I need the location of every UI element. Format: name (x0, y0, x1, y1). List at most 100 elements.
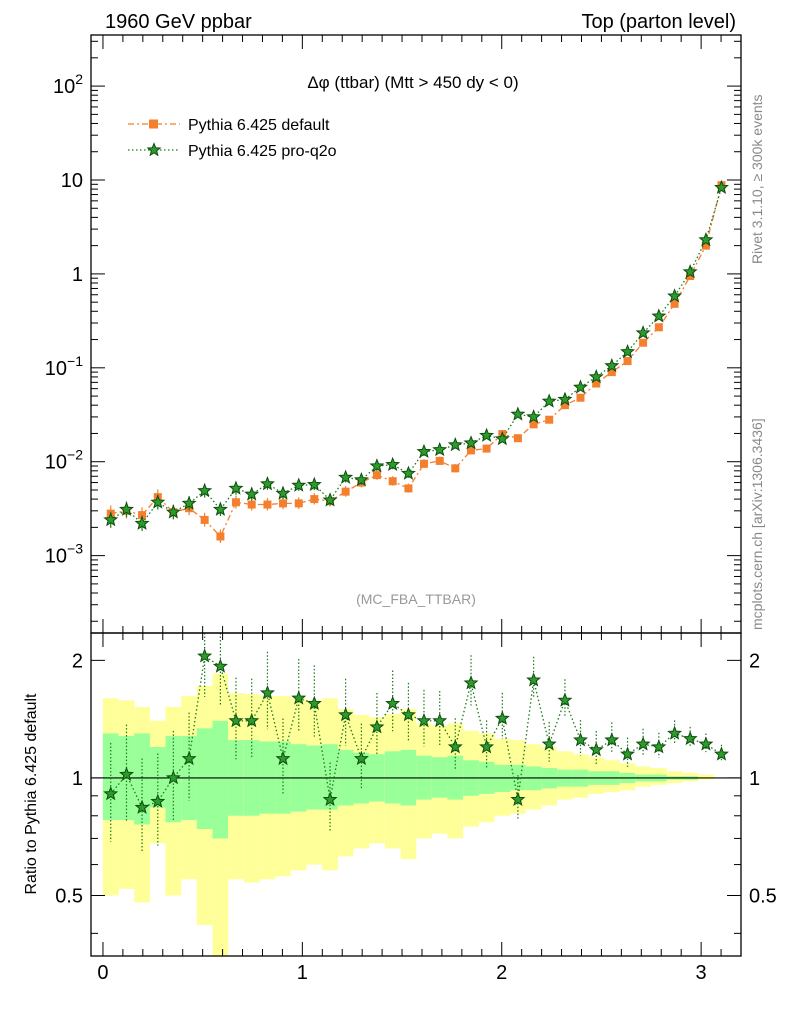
ratio-point (463, 675, 479, 690)
data-point-proq2o (165, 504, 181, 519)
data-point-default (654, 323, 663, 332)
legend-entry-proq2o: Pythia 6.425 pro-q2o (128, 142, 337, 160)
data-point-default (372, 471, 381, 480)
data-point-proq2o (447, 437, 463, 452)
data-point-proq2o (103, 512, 119, 527)
data-point-default (419, 459, 428, 468)
y-tick-label: 10−1 (45, 353, 83, 380)
data-point-proq2o (181, 495, 197, 510)
data-point-proq2o (432, 441, 448, 457)
data-point-default (686, 271, 695, 280)
plot-title: Δφ (ttbar) (Mtt > 450 dy < 0) (307, 73, 518, 92)
band-green-bin (149, 747, 166, 808)
data-point-default (216, 532, 225, 541)
data-point-default (310, 495, 319, 504)
ratio-point (557, 692, 573, 707)
data-point-default (279, 499, 288, 508)
data-point-default (247, 500, 256, 509)
ratio-curves (103, 633, 729, 853)
data-point-proq2o (479, 427, 495, 442)
data-point-proq2o (494, 431, 510, 446)
ratio-point (275, 750, 291, 766)
data-point-default (451, 464, 460, 473)
ratio-point (682, 730, 698, 746)
data-point-proq2o (667, 288, 683, 303)
data-point-proq2o (212, 501, 228, 516)
data-point-proq2o (620, 343, 636, 359)
analysis-watermark: (MC_FBA_TTBAR) (356, 591, 476, 607)
data-point-default (576, 393, 585, 402)
data-point-default (701, 241, 710, 250)
data-point-proq2o (713, 179, 729, 194)
data-point-default (592, 379, 601, 388)
y-tick-label: 10−2 (45, 447, 83, 474)
x-tick-label: 1 (297, 962, 308, 984)
data-point-proq2o (526, 409, 542, 424)
ratio-point (118, 766, 134, 781)
x-tick-label: 0 (97, 962, 108, 984)
ratio-point (651, 739, 667, 754)
band-green-bin (134, 733, 150, 825)
rivet-label: Rivet 3.1.10, ≥ 300k events (749, 94, 765, 264)
data-point-proq2o (682, 264, 698, 279)
data-point-proq2o (197, 482, 213, 498)
x-tick-label: 3 (696, 962, 707, 984)
ratio-point (572, 732, 588, 747)
legend-label-default: Pythia 6.425 default (188, 117, 330, 134)
legend-marker-default (149, 119, 158, 129)
ratio-point (620, 746, 636, 761)
ratio-y-tick-label-left: 1 (72, 768, 83, 790)
data-point-proq2o (400, 465, 416, 480)
ratio-y-tick-label-left: 0.5 (55, 886, 83, 908)
data-point-proq2o (228, 480, 244, 495)
ratio-point (291, 690, 307, 705)
ratio-point (432, 712, 448, 728)
main-curves (103, 179, 729, 543)
data-point-proq2o (541, 393, 557, 408)
series-line-1 (110, 187, 723, 525)
ratio-point (244, 712, 260, 728)
band-green-bin (212, 720, 229, 839)
ratio-ylabel: Ratio to Pythia 6.425 default (23, 693, 40, 895)
legend: Pythia 6.425 default Pythia 6.425 pro-q2… (128, 117, 337, 160)
ratio-plot-panel: 0.5 0.5 1 1 2 2 0 1 2 3 Ratio to Pythia 6.425 def… (23, 632, 777, 984)
data-point-proq2o (604, 357, 620, 373)
ratio-point (353, 750, 369, 766)
legend-marker-proq2o (146, 142, 162, 157)
ratio-point (635, 736, 651, 751)
ratio-point (150, 793, 166, 808)
data-point-default (294, 499, 303, 508)
data-point-proq2o (463, 435, 479, 450)
data-point-default (404, 484, 413, 493)
data-point-proq2o (118, 501, 134, 516)
data-point-default (607, 368, 616, 377)
data-point-proq2o (322, 492, 338, 507)
ratio-point (698, 736, 714, 751)
ratio-point (103, 786, 119, 801)
x-tick-label: 2 (496, 962, 507, 984)
data-point-default (639, 338, 648, 347)
band-green-bin (196, 728, 213, 830)
ratio-point (667, 725, 683, 740)
ratio-point (228, 712, 244, 728)
data-point-proq2o (244, 486, 260, 501)
data-point-default (545, 415, 554, 424)
ratio-y-tick-label-left: 2 (72, 650, 83, 672)
data-point-default (529, 420, 538, 429)
data-point-proq2o (510, 406, 526, 421)
ratio-point (494, 710, 510, 725)
ratio-series-line (110, 655, 722, 809)
header-left: 1960 GeV ppbar (105, 11, 252, 33)
data-point-proq2o (651, 308, 667, 323)
data-point-proq2o (150, 494, 166, 509)
data-point-default (388, 477, 397, 486)
ratio-point (369, 719, 385, 734)
data-point-default (482, 444, 491, 453)
header-right: Top (parton level) (581, 11, 736, 33)
data-point-proq2o (698, 232, 714, 247)
data-point-proq2o (306, 476, 322, 492)
y-tick-label: 1 (72, 264, 83, 286)
band-yellow-bin (698, 774, 714, 780)
